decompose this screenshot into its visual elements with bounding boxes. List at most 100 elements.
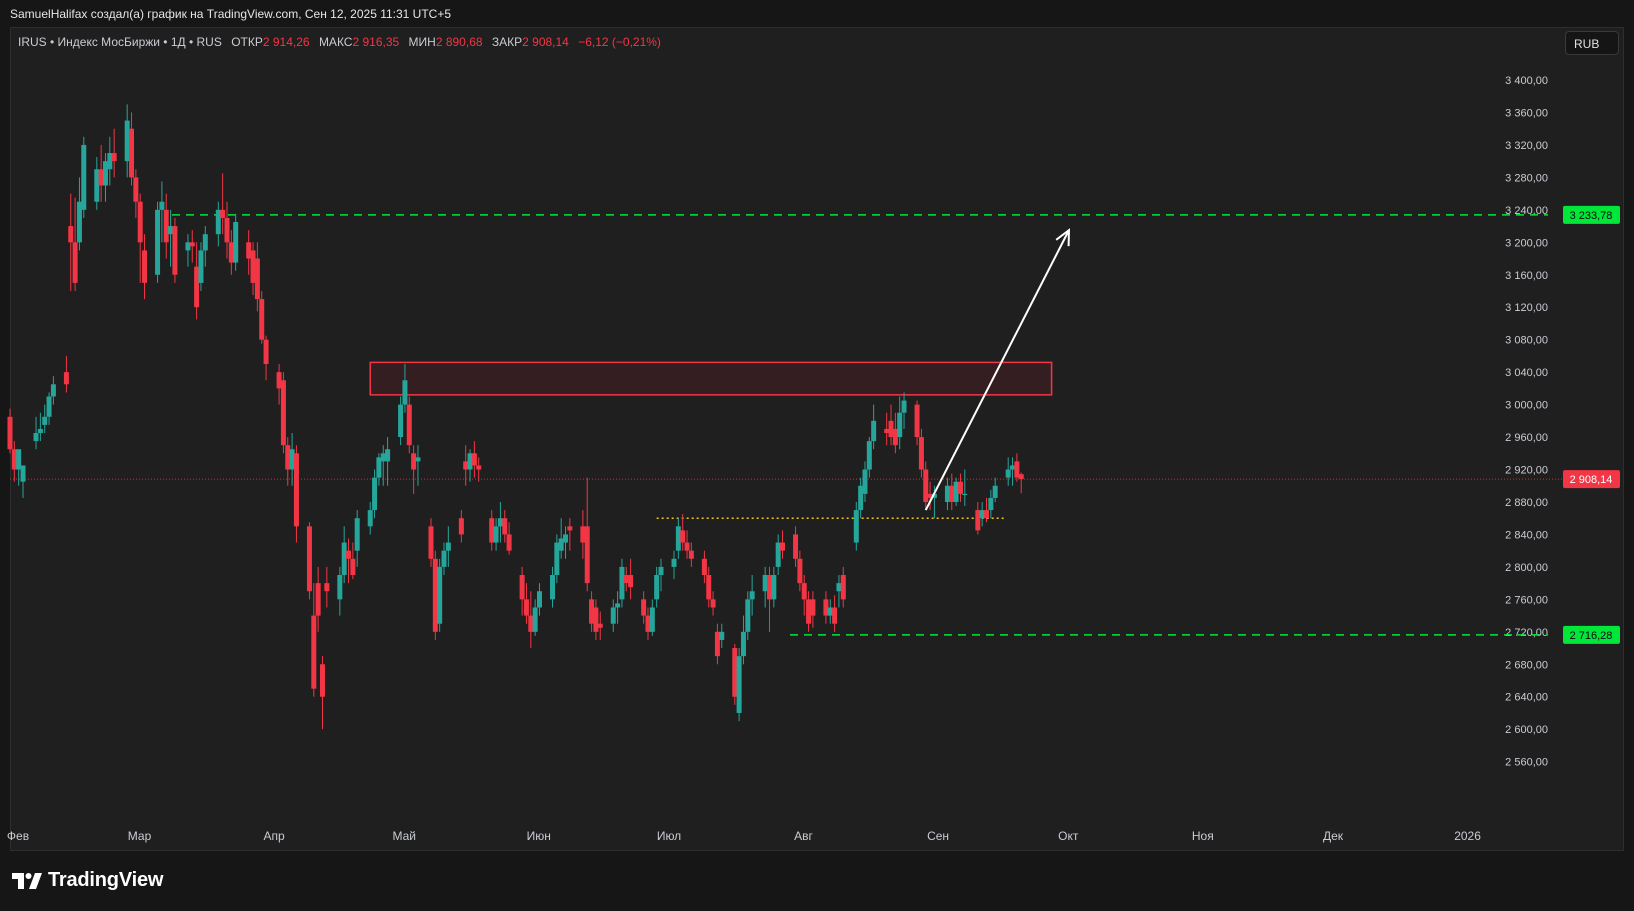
- candle-up[interactable]: [402, 380, 408, 405]
- candle-down[interactable]: [949, 485, 955, 502]
- candle-up[interactable]: [367, 510, 373, 527]
- candle-up[interactable]: [337, 575, 343, 600]
- candle-down[interactable]: [584, 526, 590, 584]
- candle-up[interactable]: [550, 575, 555, 600]
- candle-up[interactable]: [610, 607, 616, 624]
- candle-up[interactable]: [46, 396, 52, 417]
- candle-up[interactable]: [1005, 469, 1011, 478]
- candle-down[interactable]: [918, 437, 924, 470]
- candle-down[interactable]: [11, 449, 17, 470]
- candle-down[interactable]: [528, 615, 534, 632]
- candle-down[interactable]: [701, 558, 707, 576]
- candle-down[interactable]: [411, 453, 417, 470]
- candle-down[interactable]: [797, 558, 803, 584]
- candle-down[interactable]: [324, 583, 330, 592]
- candle-down[interactable]: [706, 575, 712, 600]
- candle-down[interactable]: [506, 534, 512, 551]
- candle-down[interactable]: [458, 518, 464, 535]
- candle-down[interactable]: [793, 534, 799, 559]
- chart-panel[interactable]: [10, 27, 1624, 851]
- candle-up[interactable]: [102, 161, 108, 186]
- candle-down[interactable]: [645, 615, 651, 632]
- candle-up[interactable]: [558, 538, 564, 551]
- candle-down[interactable]: [806, 599, 812, 624]
- candle-up[interactable]: [745, 599, 751, 632]
- candle-down[interactable]: [306, 526, 312, 592]
- candle-down[interactable]: [801, 583, 807, 600]
- candle-up[interactable]: [380, 453, 386, 462]
- candle-up[interactable]: [20, 465, 26, 482]
- candle-down[interactable]: [432, 558, 438, 632]
- candle-up[interactable]: [81, 144, 87, 210]
- candle-up[interactable]: [233, 222, 239, 263]
- candle-down[interactable]: [684, 542, 690, 551]
- candle-up[interactable]: [1010, 465, 1016, 470]
- candle-up[interactable]: [50, 384, 56, 397]
- candle-down[interactable]: [350, 558, 356, 576]
- candle-down[interactable]: [888, 420, 894, 438]
- candle-up[interactable]: [658, 566, 664, 576]
- candle-down[interactable]: [246, 242, 252, 259]
- candle-up[interactable]: [289, 449, 295, 470]
- candle-up[interactable]: [858, 485, 864, 511]
- candle-up[interactable]: [159, 201, 165, 210]
- candle-up[interactable]: [988, 497, 994, 511]
- candle-up[interactable]: [155, 209, 161, 275]
- candle-down[interactable]: [98, 169, 104, 186]
- candle-down[interactable]: [597, 623, 603, 628]
- candle-up[interactable]: [441, 550, 447, 567]
- forecast-arrow-line[interactable]: [924, 229, 1070, 511]
- candle-down[interactable]: [957, 481, 963, 494]
- candle-up[interactable]: [341, 542, 347, 576]
- candle-down[interactable]: [589, 599, 595, 624]
- candle-up[interactable]: [866, 441, 872, 470]
- candle-down[interactable]: [823, 599, 829, 616]
- candle-up[interactable]: [532, 607, 538, 632]
- candle-up[interactable]: [16, 449, 22, 470]
- candle-down[interactable]: [489, 518, 495, 543]
- candle-down[interactable]: [142, 250, 148, 283]
- candle-down[interactable]: [567, 526, 573, 531]
- candle-down[interactable]: [293, 453, 299, 527]
- candle-up[interactable]: [185, 242, 191, 251]
- candle-up[interactable]: [675, 526, 681, 551]
- candle-up[interactable]: [671, 558, 677, 567]
- candle-down[interactable]: [129, 128, 135, 178]
- tradingview-logo[interactable]: TradingView: [12, 869, 163, 892]
- candle-down[interactable]: [285, 445, 291, 470]
- candle-down[interactable]: [259, 299, 265, 340]
- candle-up[interactable]: [563, 534, 569, 543]
- candle-up[interactable]: [736, 656, 742, 713]
- candle-down[interactable]: [680, 530, 686, 543]
- candle-down[interactable]: [1018, 474, 1024, 480]
- candle-up[interactable]: [619, 566, 625, 600]
- candle-down[interactable]: [628, 575, 634, 588]
- candle-up[interactable]: [445, 542, 451, 551]
- resistance-zone[interactable]: [369, 361, 1053, 396]
- candle-up[interactable]: [862, 469, 868, 494]
- candle-up[interactable]: [944, 485, 950, 502]
- candle-up[interactable]: [42, 416, 48, 425]
- candle-down[interactable]: [63, 372, 69, 385]
- candle-up[interactable]: [719, 631, 725, 640]
- candle-down[interactable]: [72, 242, 78, 283]
- candle-down[interactable]: [111, 153, 117, 162]
- candle-up[interactable]: [107, 153, 113, 170]
- candle-up[interactable]: [493, 526, 499, 543]
- candle-down[interactable]: [7, 416, 13, 450]
- candle-down[interactable]: [914, 404, 920, 438]
- candle-down[interactable]: [311, 615, 317, 689]
- candle-up[interactable]: [836, 583, 842, 592]
- candle-down[interactable]: [780, 542, 786, 551]
- candle-up[interactable]: [775, 542, 781, 567]
- candle-down[interactable]: [523, 599, 529, 616]
- candle-down[interactable]: [927, 493, 933, 498]
- candle-down[interactable]: [276, 372, 282, 389]
- candle-down[interactable]: [810, 599, 816, 616]
- candle-down[interactable]: [68, 226, 74, 243]
- candle-up[interactable]: [497, 518, 503, 527]
- candle-down[interactable]: [263, 339, 269, 365]
- candle-down[interactable]: [194, 266, 200, 308]
- candle-up[interactable]: [953, 481, 959, 502]
